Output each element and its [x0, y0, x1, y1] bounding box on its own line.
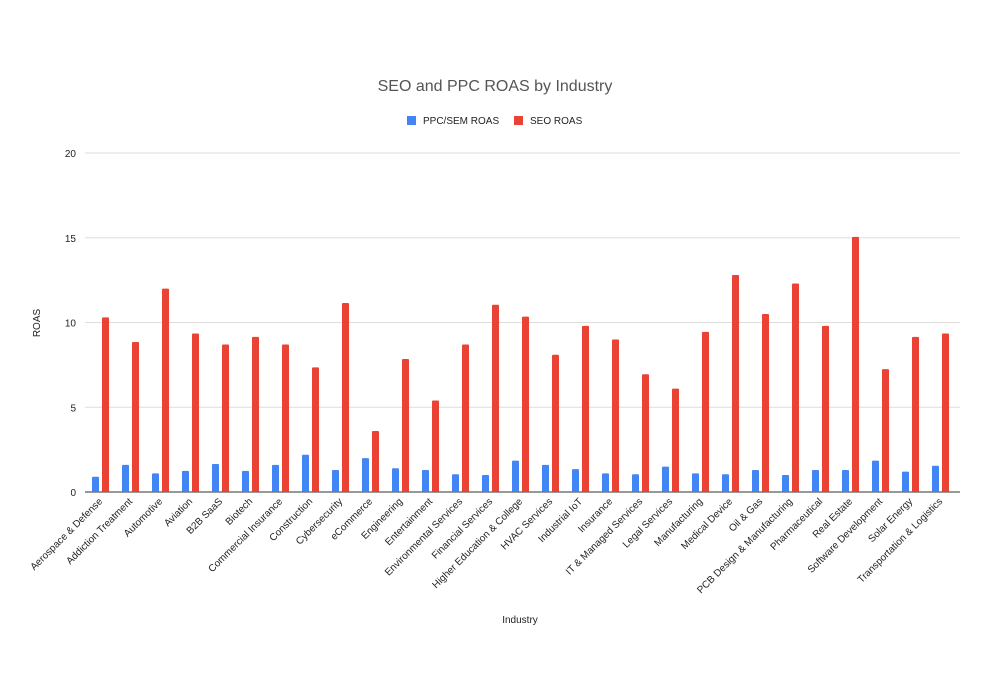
bar-ppc [302, 454, 309, 492]
bar-seo [162, 288, 169, 492]
bar-ppc [842, 469, 849, 492]
bar-seo [192, 333, 199, 492]
bar-seo [492, 304, 499, 492]
bar-seo [762, 314, 769, 492]
bar-seo [342, 303, 349, 492]
bar-ppc [242, 470, 249, 492]
bar-ppc [542, 464, 549, 492]
bar-ppc [722, 474, 729, 492]
y-axis-label: ROAS [32, 309, 43, 338]
bar-seo [102, 317, 109, 492]
bar-seo [582, 325, 589, 492]
bar-seo [132, 341, 139, 492]
bar-seo [522, 316, 529, 492]
x-tick-label: HVAC Services [499, 496, 555, 552]
bar-ppc [212, 464, 219, 492]
bar-ppc [482, 475, 489, 492]
bar-seo [942, 333, 949, 492]
bar-ppc [152, 473, 159, 492]
bar-ppc [392, 468, 399, 492]
bar-seo [792, 283, 799, 492]
bar-ppc [122, 464, 129, 492]
legend: PPC/SEM ROAS SEO ROAS [407, 116, 583, 127]
bar-seo [732, 275, 739, 492]
bar-ppc [422, 469, 429, 492]
bar-seo [702, 331, 709, 492]
bar-seo [822, 325, 829, 492]
bar-ppc [632, 474, 639, 492]
bar-seo [882, 369, 889, 492]
bar-ppc [782, 475, 789, 492]
legend-swatch-ppc [407, 116, 416, 125]
bar-seo [852, 236, 859, 492]
bar-seo [432, 400, 439, 492]
bar-ppc [752, 469, 759, 492]
bar-ppc [812, 469, 819, 492]
bar-ppc [662, 466, 669, 492]
bar-ppc [362, 458, 369, 492]
bar-seo [312, 367, 319, 492]
bar-ppc [692, 473, 699, 492]
bar-ppc [602, 473, 609, 492]
legend-swatch-seo [514, 116, 523, 125]
bar-ppc [902, 471, 909, 492]
bar-seo [462, 344, 469, 492]
bar-seo [552, 354, 559, 492]
y-tick-label: 10 [65, 319, 77, 330]
bar-seo [642, 374, 649, 492]
bar-ppc [182, 470, 189, 492]
bar-ppc [512, 460, 519, 492]
x-axis-label: Industry [502, 615, 538, 626]
chart-title: SEO and PPC ROAS by Industry [378, 78, 613, 95]
bar-ppc [572, 469, 579, 492]
y-tick-label: 20 [65, 149, 77, 160]
bar-seo [282, 344, 289, 492]
bar-ppc [932, 465, 939, 492]
y-tick-label: 5 [70, 403, 76, 414]
bar-seo [612, 339, 619, 492]
bar-seo [252, 336, 259, 492]
x-tick-label: Pharmaceutical [769, 496, 826, 553]
y-tick-label: 15 [65, 234, 77, 245]
legend-label-seo: SEO ROAS [530, 116, 583, 127]
legend-label-ppc: PPC/SEM ROAS [423, 116, 499, 127]
bar-ppc [452, 474, 459, 492]
bar-seo [372, 430, 379, 492]
bar-seo [672, 388, 679, 492]
bar-seo [402, 358, 409, 492]
bar-ppc [332, 469, 339, 492]
bar-seo [222, 344, 229, 492]
bar-ppc [872, 460, 879, 492]
bar-seo [912, 336, 919, 492]
bar-ppc [92, 476, 99, 492]
y-tick-label: 0 [70, 488, 76, 499]
x-tick-label: Medical Device [679, 496, 735, 552]
bar-ppc [272, 464, 279, 492]
